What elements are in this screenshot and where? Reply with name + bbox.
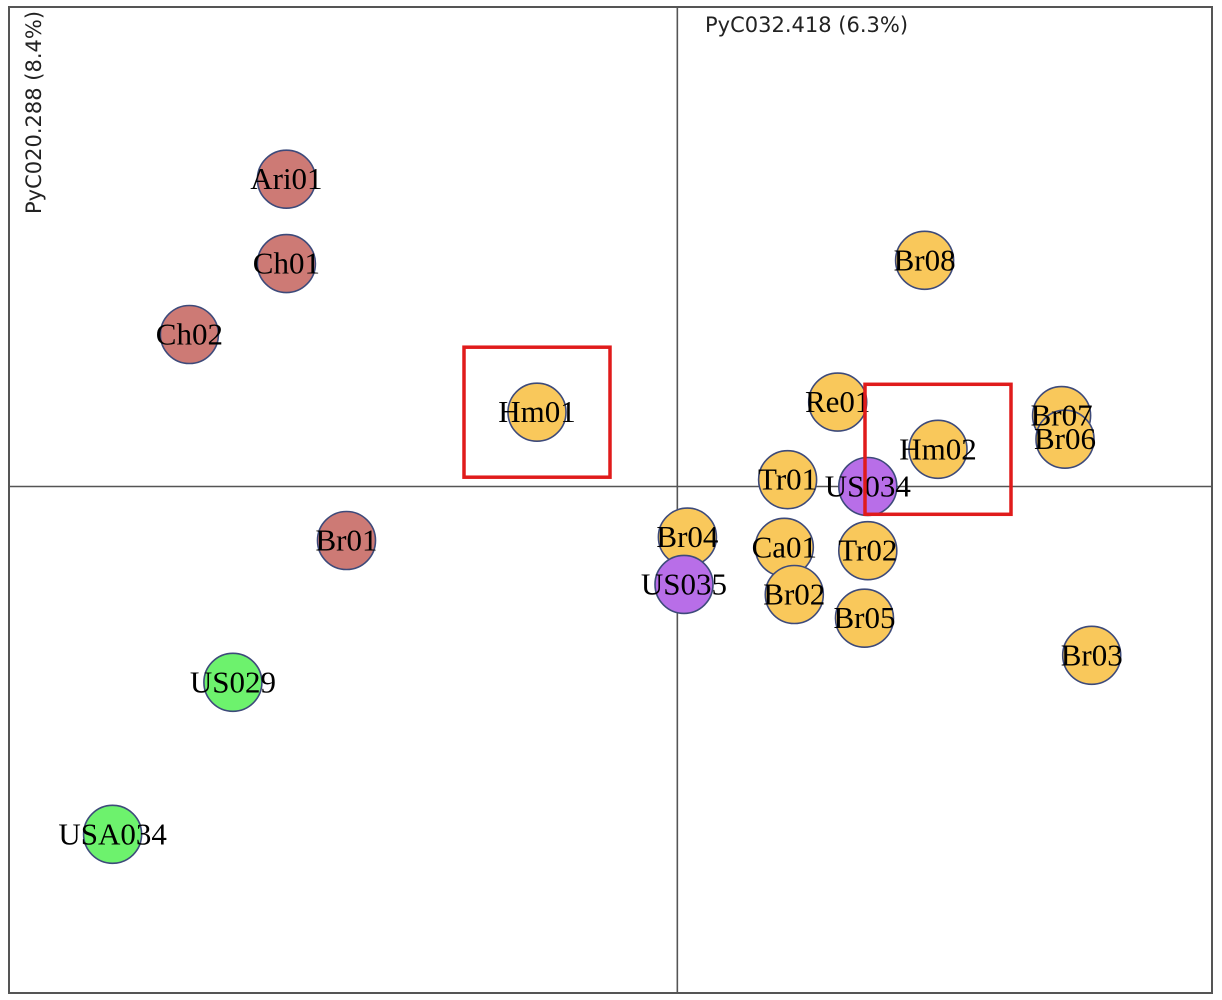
point-hm01: [507, 382, 567, 443]
point-label-br04: Br04: [656, 519, 719, 554]
highlight-box-hm02: [863, 382, 1013, 517]
point-label-us034: US034: [825, 469, 912, 504]
point-label-br02: Br02: [763, 577, 825, 612]
point-br05: [834, 588, 895, 649]
x-axis-label: PyC032.418 (6.3%): [705, 13, 908, 37]
point-ch02: [159, 304, 220, 365]
point-br01: [316, 510, 377, 571]
point-label-ch02: Ch02: [156, 317, 223, 352]
point-tr02: [837, 520, 898, 581]
point-label-us035: US035: [641, 566, 727, 601]
point-label-br01: Br01: [316, 523, 378, 558]
point-br03: [1061, 625, 1122, 686]
point-label-br06: Br06: [1034, 421, 1096, 456]
point-label-re01: Re01: [805, 384, 870, 419]
point-us029: [203, 652, 263, 713]
point-label-br03: Br03: [1061, 637, 1123, 672]
point-label-ari01: Ari01: [250, 161, 322, 196]
point-label-br07: Br07: [1031, 398, 1093, 433]
point-us035: [654, 554, 714, 615]
point-label-us029: US029: [190, 664, 276, 699]
point-label-tr02: Tr02: [838, 533, 897, 568]
point-br02: [764, 564, 825, 625]
point-label-ch01: Ch01: [253, 246, 320, 281]
point-hm02: [908, 419, 968, 480]
point-ch01: [256, 233, 317, 294]
point-ari01: [256, 149, 317, 209]
point-br08: [894, 230, 955, 291]
point-tr01: [757, 449, 818, 510]
point-usa034: [82, 804, 143, 865]
point-label-hm01: Hm01: [498, 394, 576, 429]
points-layer: Ari01Ch01Ch02Br01Hm01Br08Re01Hm02Br07Br0…: [58, 149, 1123, 865]
point-label-br08: Br08: [894, 242, 956, 277]
highlight-layer: [462, 345, 1013, 517]
point-label-usa034: USA034: [58, 816, 167, 851]
point-label-hm02: Hm02: [899, 431, 977, 466]
point-br06: [1035, 409, 1095, 470]
point-label-ca01: Ca01: [752, 529, 817, 564]
highlight-box-hm01: [462, 345, 612, 479]
y-axis-label: PyC020.288 (8.4%): [22, 11, 46, 214]
point-label-tr01: Tr01: [758, 462, 817, 497]
plot-frame: [8, 6, 1213, 994]
point-label-br05: Br05: [834, 600, 896, 635]
